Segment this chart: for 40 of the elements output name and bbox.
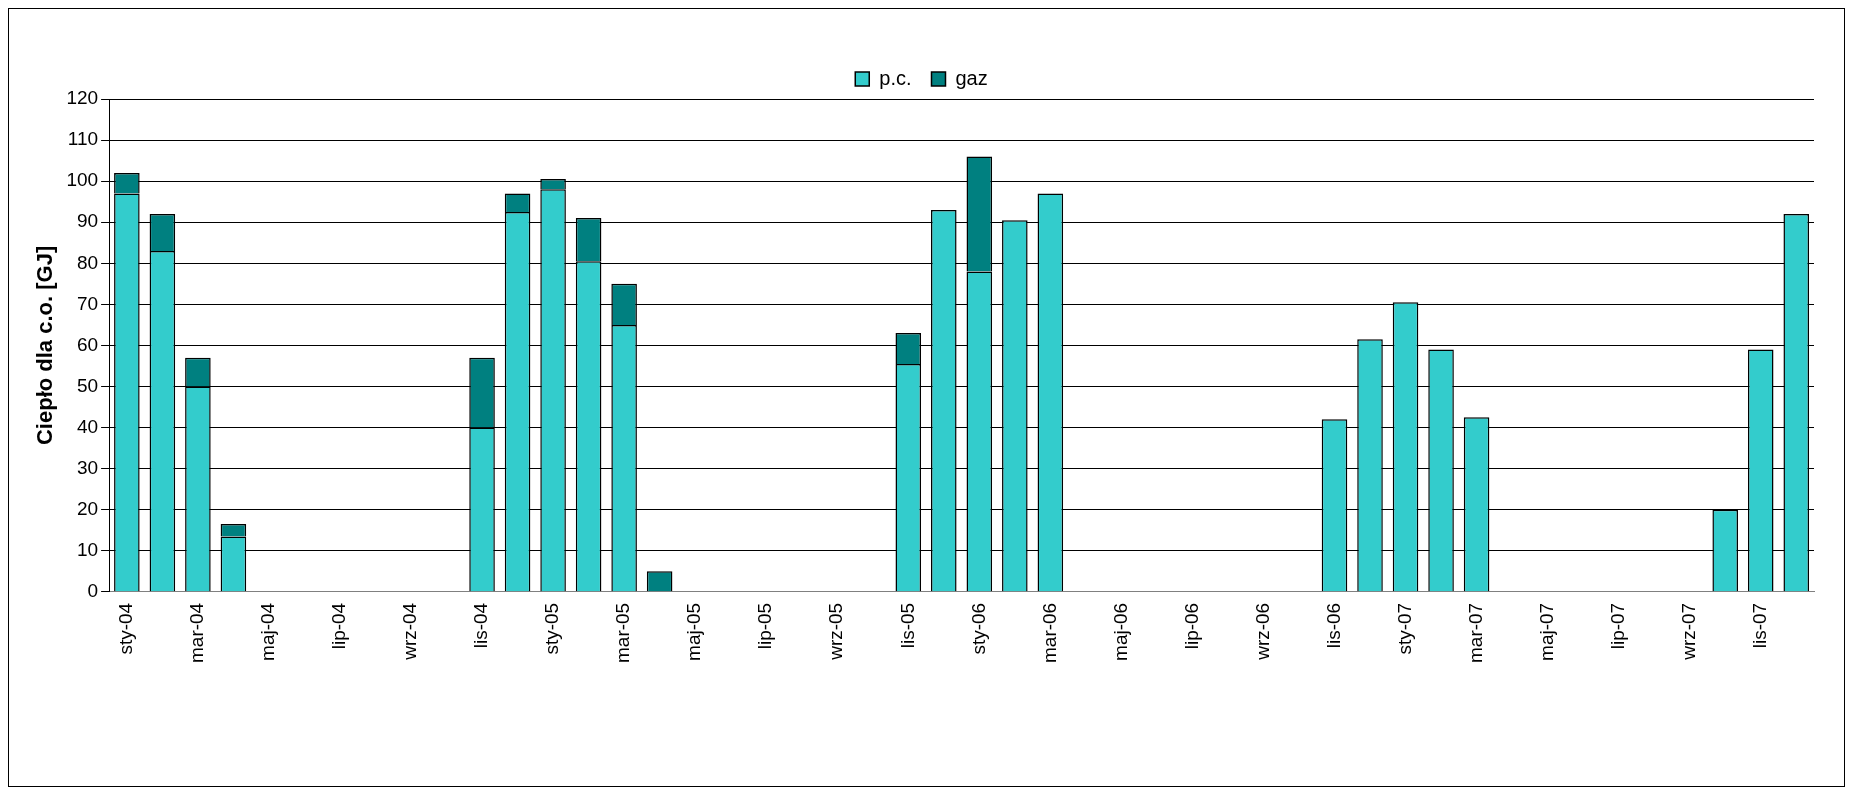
x-tick-label: maj-04 [257,602,279,661]
x-tick-label: wrz-04 [399,602,421,661]
x-tick-label: sty-06 [967,602,989,655]
x-tick-label: mar-04 [186,602,208,664]
x-tick-label: sty-05 [541,602,563,655]
x-tick-label: maj-07 [1535,602,1557,661]
y-tick-label: 110 [67,128,99,150]
y-tick-label: 40 [76,415,99,437]
y-tick-label: 20 [76,497,99,519]
y-tick-label: 120 [66,87,99,109]
y-axis-title: Ciepło dla c.o. [GJ] [32,245,58,446]
x-tick-label: lip-06 [1180,602,1202,650]
x-tick-label: wrz-07 [1677,602,1699,661]
x-tick-label: lip-04 [328,602,350,650]
y-tick-label: 0 [87,580,99,602]
y-tick-label: 50 [76,374,99,396]
y-tick-label: 90 [76,210,99,232]
y-tick-label: 80 [76,251,99,273]
y-tick-label: 100 [66,169,99,191]
x-tick-label: maj-06 [1109,602,1131,661]
x-tick-label: wrz-05 [825,602,847,661]
x-tick-label: lip-07 [1606,602,1628,650]
x-tick-label: mar-06 [1038,602,1060,664]
x-tick-label: lis-06 [1322,602,1344,649]
legend-label: p.c. [879,66,912,89]
x-tick-label: sty-04 [115,602,137,655]
x-tick-label: lis-07 [1748,602,1770,649]
y-tick-label: 60 [76,333,99,355]
y-tick-label: 30 [76,456,99,478]
x-tick-label: lis-05 [896,602,918,649]
x-tick-label: mar-05 [612,602,634,664]
x-tick-label: mar-07 [1464,602,1486,664]
y-tick-label: 10 [76,538,99,560]
legend-label: gaz [955,66,988,89]
x-tick-label: lip-05 [754,602,776,650]
x-tick-label: lis-04 [470,602,492,649]
x-tick-label: sty-07 [1393,602,1415,655]
x-tick-label: wrz-06 [1251,602,1273,661]
x-tick-label: maj-05 [683,602,705,661]
y-tick-label: 70 [76,292,99,314]
